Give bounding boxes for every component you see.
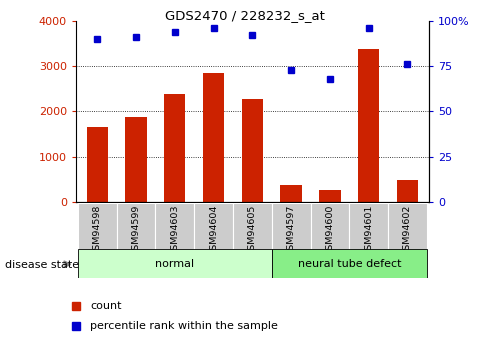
Text: GSM94599: GSM94599 [131,205,141,256]
Text: GDS2470 / 228232_s_at: GDS2470 / 228232_s_at [165,9,325,22]
Bar [203,73,224,202]
Bar [319,190,341,202]
Bar [311,203,349,250]
Bar [349,203,388,250]
Bar [358,49,379,202]
Bar [78,203,117,250]
Bar [164,94,186,202]
Bar [280,185,302,202]
Text: normal: normal [155,259,195,268]
Text: GSM94605: GSM94605 [248,205,257,256]
Bar [117,203,155,250]
Bar [272,203,311,250]
Bar [155,203,194,250]
Text: disease state: disease state [5,260,79,269]
Bar [87,127,108,202]
Text: GSM94600: GSM94600 [325,205,334,256]
Text: GSM94604: GSM94604 [209,205,218,256]
Bar [78,249,272,278]
Bar [272,249,427,278]
Text: GSM94598: GSM94598 [93,205,102,256]
Bar [194,203,233,250]
Text: count: count [90,301,122,311]
Bar [125,117,147,202]
Text: percentile rank within the sample: percentile rank within the sample [90,321,278,331]
Text: GSM94602: GSM94602 [403,205,412,256]
Text: GSM94597: GSM94597 [287,205,295,256]
Bar [233,203,272,250]
Text: GSM94603: GSM94603 [171,205,179,256]
Text: GSM94601: GSM94601 [364,205,373,256]
Text: neural tube defect: neural tube defect [297,259,401,268]
Bar [242,99,263,202]
Bar [388,203,427,250]
Bar [397,180,418,202]
